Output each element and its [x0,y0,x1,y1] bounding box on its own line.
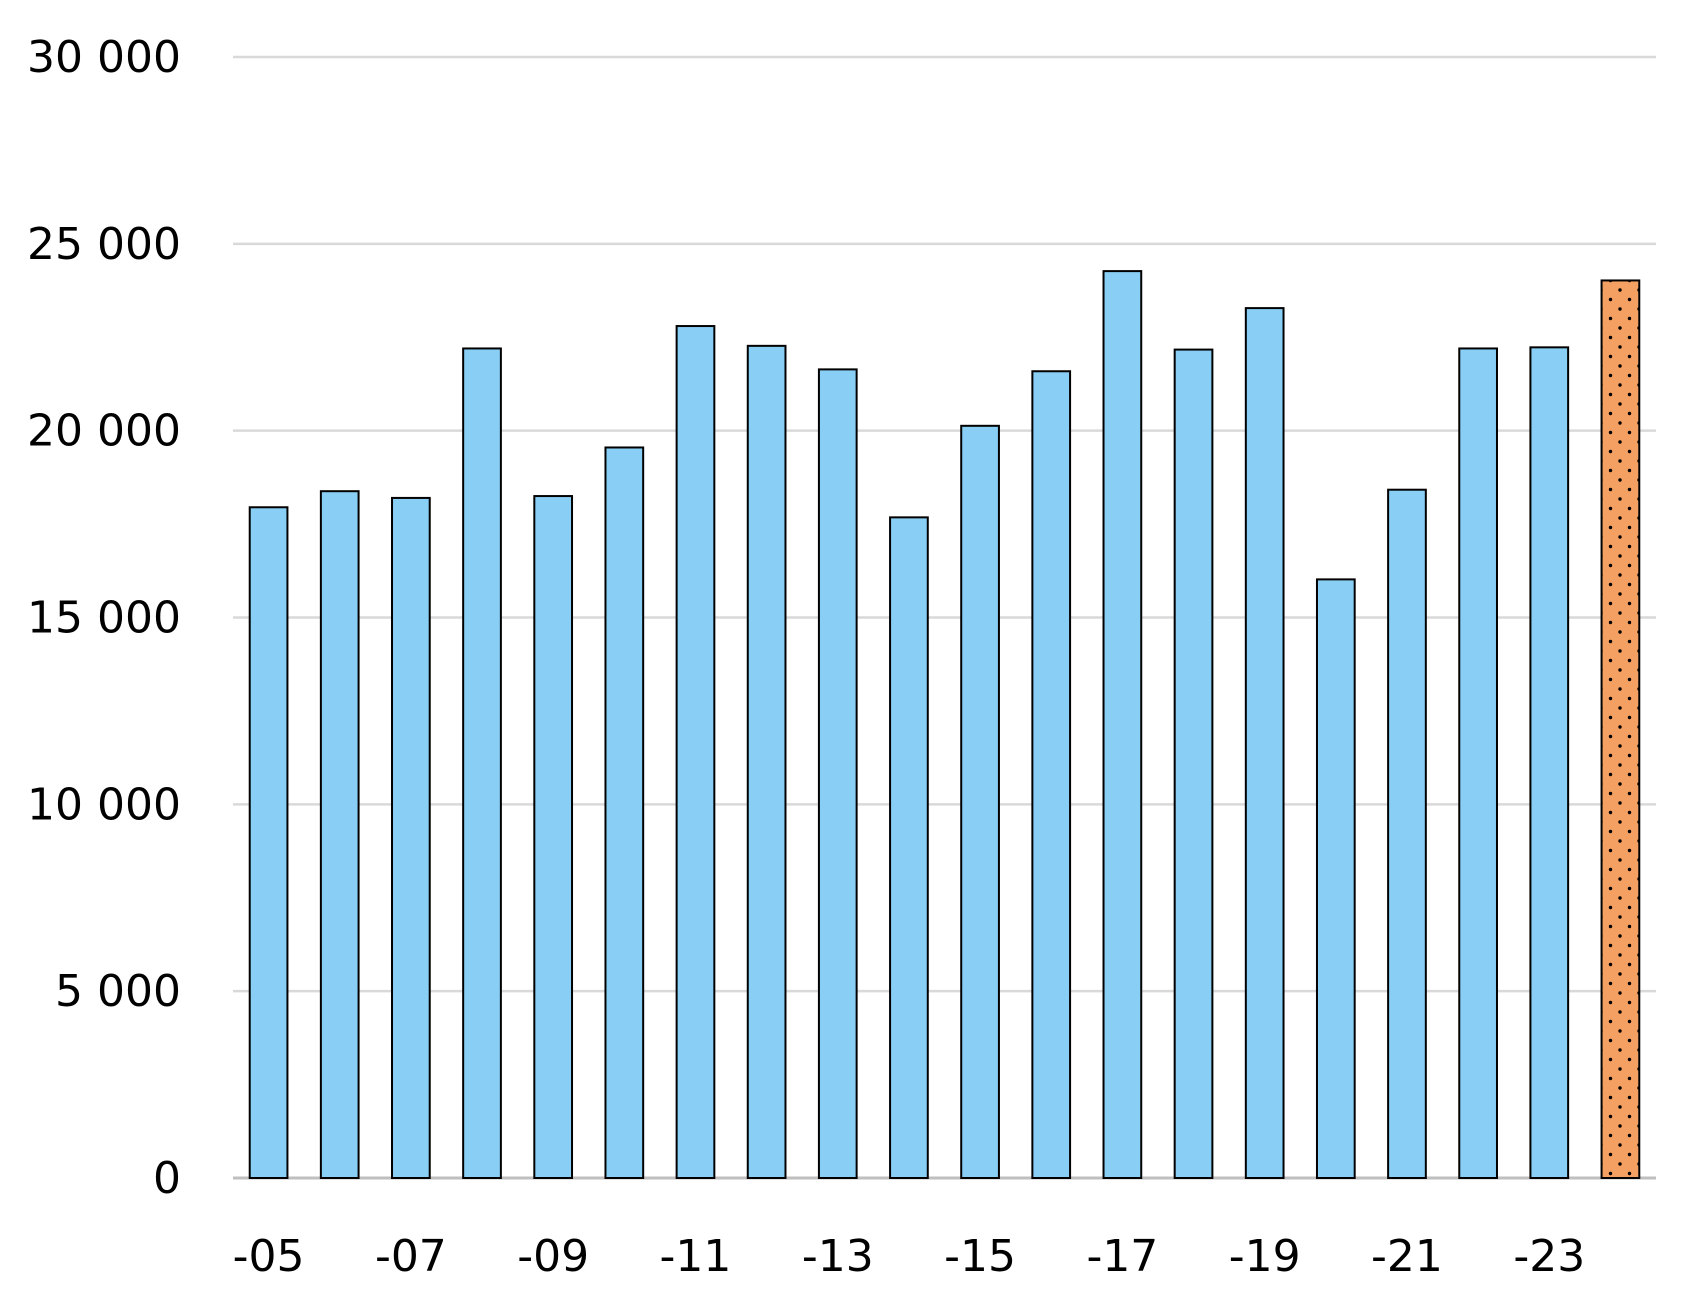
bar [1458,347,1498,1179]
bar [1244,307,1285,1179]
x-tick-label: -07 [375,1231,447,1282]
bars [248,270,1641,1180]
bar [248,506,289,1180]
y-tick-label: 25 000 [27,219,181,270]
gridlines [233,55,1656,1180]
x-tick-label: -23 [1513,1231,1585,1282]
y-tick-label: 0 [153,1153,181,1204]
x-tick-label: -11 [660,1231,732,1282]
bar [817,368,858,1180]
bar [1387,488,1427,1179]
y-tick-label: 10 000 [27,779,181,830]
x-axis: -05 -07 -09 -11 -13 -15 -17 -19 -21 -23 [233,1231,1586,1282]
y-tick-label: 20 000 [27,406,181,457]
x-tick-label: -09 [517,1231,589,1282]
bar [1102,270,1143,1179]
bar [319,490,360,1179]
x-tick-label: -21 [1371,1231,1443,1282]
y-tick-label: 30 000 [27,32,181,83]
x-tick-label: -05 [233,1231,305,1282]
bar [675,325,716,1180]
bar [462,347,502,1179]
bar [1315,578,1356,1179]
x-tick-label: -15 [944,1231,1016,1282]
x-tick-label: -19 [1229,1231,1301,1282]
y-tick-label: 15 000 [27,593,181,644]
bar [746,344,787,1179]
bar [889,516,929,1179]
x-tick-label: -17 [1086,1231,1158,1282]
x-tick-label: -13 [802,1231,874,1282]
bar [391,496,431,1179]
bar [604,446,645,1179]
bar-highlight [1600,279,1641,1180]
y-axis: 0 5 000 10 000 15 000 20 000 25 000 30 000 [27,32,181,1204]
bar [1173,348,1214,1179]
bar [1031,370,1072,1179]
y-tick-label: 5 000 [55,966,181,1017]
bar [533,495,574,1179]
bar [960,424,1000,1179]
bar [1529,346,1570,1179]
